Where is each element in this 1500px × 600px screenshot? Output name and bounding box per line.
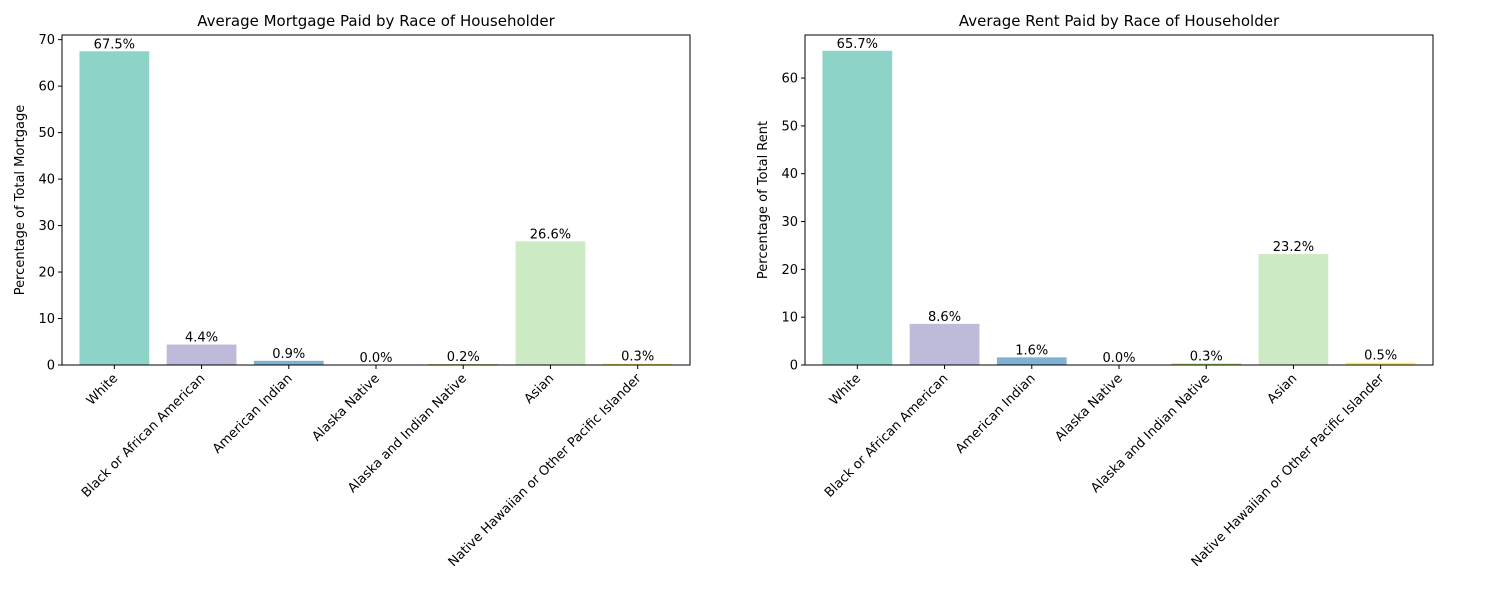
mortgage-y-axis-label: Percentage of Total Mortgage (13, 105, 28, 296)
rent-y-tick-label: 30 (781, 215, 798, 230)
rent-x-tick-label: Asian (1265, 371, 1301, 407)
mortgage-x-tick-label: White (84, 371, 121, 408)
rent-chart-title: Average Rent Paid by Race of Householder (959, 12, 1280, 30)
rent-bar (1258, 254, 1329, 365)
rent-data-label: 0.5% (1364, 349, 1397, 364)
rent-data-label: 8.6% (928, 310, 961, 325)
rent-y-tick-label: 50 (781, 119, 798, 134)
mortgage-x-tick-label: American Indian (210, 371, 296, 457)
rent-y-tick-label: 40 (781, 167, 798, 182)
rent-bar (909, 323, 980, 365)
rent-y-axis-label: Percentage of Total Rent (756, 121, 771, 279)
mortgage-y-tick-label: 40 (38, 173, 55, 188)
rent-axes-frame (804, 34, 1434, 366)
mortgage-y-tick-label: 0 (47, 359, 55, 374)
mortgage-data-label: 0.0% (359, 351, 392, 366)
rent-y-tick-label: 0 (790, 359, 798, 374)
rent-x-tick-label: Alaska Native (1052, 371, 1125, 444)
rent-data-label: 1.6% (1015, 343, 1048, 358)
mortgage-data-label: 67.5% (94, 37, 135, 52)
mortgage-y-tick-label: 50 (38, 126, 55, 141)
rent-bar (996, 357, 1067, 365)
mortgage-y-tick-label: 70 (38, 33, 55, 48)
mortgage-x-tick-label: Native Hawaiian or Other Pacific Islande… (446, 371, 645, 570)
rent-y-tick-label: 10 (781, 311, 798, 326)
rent-chart: Average Rent Paid by Race of Householder… (756, 12, 1434, 570)
mortgage-x-tick-label: Asian (522, 371, 558, 407)
rent-y-tick-label: 20 (781, 263, 798, 278)
mortgage-bar (166, 344, 237, 365)
mortgage-bar (79, 51, 150, 365)
mortgage-y-tick-label: 10 (38, 312, 55, 327)
rent-bar (1171, 363, 1242, 365)
mortgage-y-tick-label: 20 (38, 266, 55, 281)
mortgage-data-label: 26.6% (530, 227, 571, 242)
mortgage-bar (515, 241, 586, 365)
mortgage-data-label: 0.2% (447, 350, 480, 365)
rent-y-tick-label: 60 (781, 72, 798, 87)
rent-bar (1345, 362, 1416, 365)
mortgage-bar (602, 363, 673, 365)
rent-bar (822, 50, 893, 366)
mortgage-x-tick-label: Alaska Native (309, 371, 382, 444)
rent-x-tick-label: Native Hawaiian or Other Pacific Islande… (1189, 371, 1388, 570)
mortgage-y-tick-label: 60 (38, 80, 55, 95)
mortgage-y-tick-label: 30 (38, 219, 55, 234)
mortgage-data-label: 4.4% (185, 331, 218, 346)
mortgage-chart: Average Mortgage Paid by Race of Househo… (13, 12, 691, 570)
mortgage-bar (253, 360, 324, 365)
rent-data-label: 23.2% (1273, 240, 1314, 255)
rent-x-tick-label: White (827, 371, 864, 408)
rent-data-label: 0.3% (1190, 350, 1223, 365)
rent-data-label: 65.7% (837, 37, 878, 52)
mortgage-data-label: 0.9% (272, 347, 305, 362)
rent-data-label: 0.0% (1102, 351, 1135, 366)
mortgage-axes-frame (61, 34, 691, 366)
rent-x-tick-label: American Indian (953, 371, 1039, 457)
mortgage-data-label: 0.3% (621, 350, 654, 365)
mortgage-chart-title: Average Mortgage Paid by Race of Househo… (197, 12, 555, 30)
